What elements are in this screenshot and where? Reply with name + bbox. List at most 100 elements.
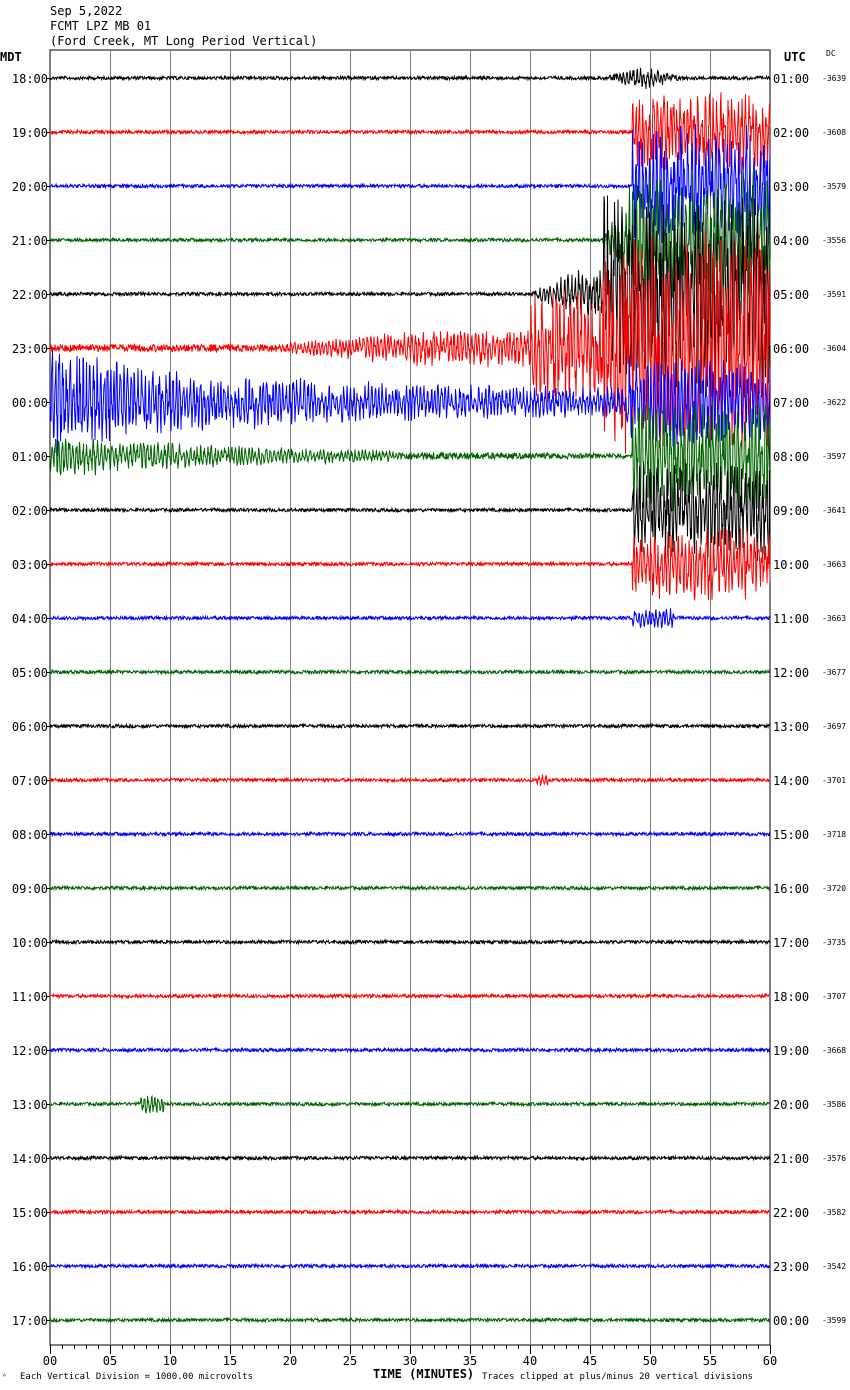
right-time-label: 03:00 bbox=[773, 180, 809, 194]
dc-offset-value: -3576 bbox=[822, 1154, 846, 1163]
right-time-label: 21:00 bbox=[773, 1152, 809, 1166]
left-time-label: 10:00 bbox=[12, 936, 48, 950]
dc-offset-value: -3663 bbox=[822, 560, 846, 569]
station-code: FCMT LPZ MB 01 bbox=[50, 19, 152, 33]
right-time-label: 12:00 bbox=[773, 666, 809, 680]
x-tick-label: 30 bbox=[403, 1354, 417, 1368]
left-time-label: 07:00 bbox=[12, 774, 48, 788]
x-tick-label: 60 bbox=[763, 1354, 777, 1368]
dc-offset-value: -3735 bbox=[822, 938, 846, 947]
dc-offset-value: -3542 bbox=[822, 1262, 846, 1271]
x-tick-label: 20 bbox=[283, 1354, 297, 1368]
seismic-trace bbox=[49, 1262, 771, 1270]
seismic-trace bbox=[49, 668, 771, 676]
left-time-label: 13:00 bbox=[12, 1098, 48, 1112]
dc-offset-value: -3586 bbox=[822, 1100, 846, 1109]
right-time-label: 08:00 bbox=[773, 450, 809, 464]
right-time-label: 09:00 bbox=[773, 504, 809, 518]
dc-offset-value: -3556 bbox=[822, 236, 846, 245]
dc-offset-value: -3718 bbox=[822, 830, 846, 839]
station-description: (Ford Creek, MT Long Period Vertical) bbox=[50, 34, 318, 48]
dc-offset-value: -3641 bbox=[822, 506, 846, 515]
right-time-label: 07:00 bbox=[773, 396, 809, 410]
seismic-trace bbox=[49, 195, 771, 400]
dc-offset-value: -3677 bbox=[822, 668, 846, 677]
right-time-label: 23:00 bbox=[773, 1260, 809, 1274]
seismic-trace bbox=[49, 774, 771, 786]
right-time-label: 19:00 bbox=[773, 1044, 809, 1058]
left-time-label: 09:00 bbox=[12, 882, 48, 896]
right-time-label: 00:00 bbox=[773, 1314, 809, 1328]
right-time-label: 02:00 bbox=[773, 126, 809, 140]
dc-offset-value: -3697 bbox=[822, 722, 846, 731]
x-axis-title: TIME (MINUTES) bbox=[373, 1367, 475, 1381]
seismic-trace bbox=[49, 1094, 771, 1114]
left-time-label: 05:00 bbox=[12, 666, 48, 680]
seismic-trace bbox=[49, 231, 771, 467]
plot-date: Sep 5,2022 bbox=[50, 4, 123, 18]
x-tick-label: 10 bbox=[163, 1354, 177, 1368]
left-time-label: 21:00 bbox=[12, 234, 48, 248]
left-time-label: 17:00 bbox=[12, 1314, 48, 1328]
right-time-label: 11:00 bbox=[773, 612, 809, 626]
seismic-trace bbox=[49, 1316, 771, 1324]
dc-offset-value: -3701 bbox=[822, 776, 846, 785]
x-tick-label: 35 bbox=[463, 1354, 477, 1368]
x-tick-label: 50 bbox=[643, 1354, 657, 1368]
x-tick-label: 25 bbox=[343, 1354, 357, 1368]
seismic-trace bbox=[49, 938, 771, 946]
seismic-trace bbox=[50, 1046, 771, 1054]
dc-offset-value: -3663 bbox=[822, 614, 846, 623]
right-time-label: 06:00 bbox=[773, 342, 809, 356]
seismic-trace bbox=[49, 124, 771, 246]
dc-offset-value: -3720 bbox=[822, 884, 846, 893]
x-tick-label: 00 bbox=[43, 1354, 57, 1368]
dc-offset-value: -3608 bbox=[822, 128, 846, 137]
right-time-label: 22:00 bbox=[773, 1206, 809, 1220]
seismic-trace bbox=[49, 608, 771, 629]
seismic-trace bbox=[49, 992, 771, 1000]
dc-offset-value: -3579 bbox=[822, 182, 846, 191]
seismic-trace bbox=[49, 92, 771, 175]
dc-offset-value: -3597 bbox=[822, 452, 846, 461]
left-time-label: 06:00 bbox=[12, 720, 48, 734]
seismic-trace bbox=[49, 67, 771, 90]
left-time-label: 02:00 bbox=[12, 504, 48, 518]
seismic-trace bbox=[49, 1208, 771, 1216]
left-time-label: 19:00 bbox=[12, 126, 48, 140]
scale-marker: ᴬ bbox=[2, 1372, 7, 1381]
vertical-division-note: Each Vertical Division = 1000.00 microvo… bbox=[20, 1372, 253, 1382]
left-time-label: 14:00 bbox=[12, 1152, 48, 1166]
x-tick-label: 05 bbox=[103, 1354, 117, 1368]
right-time-label: 10:00 bbox=[773, 558, 809, 572]
right-time-label: 15:00 bbox=[773, 828, 809, 842]
dc-offset-value: -3639 bbox=[822, 74, 846, 83]
left-time-label: 22:00 bbox=[12, 288, 48, 302]
left-time-label: 12:00 bbox=[12, 1044, 48, 1058]
right-time-label: 01:00 bbox=[773, 72, 809, 86]
x-tick-label: 40 bbox=[523, 1354, 537, 1368]
right-time-label: 05:00 bbox=[773, 288, 809, 302]
left-time-label: 18:00 bbox=[12, 72, 48, 86]
dc-offset-value: -3599 bbox=[822, 1316, 846, 1325]
seismic-trace bbox=[49, 458, 771, 562]
right-timezone-label: UTC bbox=[784, 50, 806, 64]
left-time-label: 04:00 bbox=[12, 612, 48, 626]
left-timezone-label: MDT bbox=[0, 50, 22, 64]
seismic-trace bbox=[49, 722, 771, 730]
right-time-label: 18:00 bbox=[773, 990, 809, 1004]
right-time-label: 20:00 bbox=[773, 1098, 809, 1112]
seismic-trace bbox=[49, 528, 771, 601]
right-time-label: 16:00 bbox=[773, 882, 809, 896]
left-time-label: 15:00 bbox=[12, 1206, 48, 1220]
right-time-label: 13:00 bbox=[773, 720, 809, 734]
left-time-label: 08:00 bbox=[12, 828, 48, 842]
dc-offset-value: -3591 bbox=[822, 290, 846, 299]
left-time-label: 01:00 bbox=[12, 450, 48, 464]
right-time-label: 17:00 bbox=[773, 936, 809, 950]
right-time-label: 14:00 bbox=[773, 774, 809, 788]
seismic-trace bbox=[49, 169, 771, 309]
x-tick-label: 45 bbox=[583, 1354, 597, 1368]
right-time-label: 04:00 bbox=[773, 234, 809, 248]
